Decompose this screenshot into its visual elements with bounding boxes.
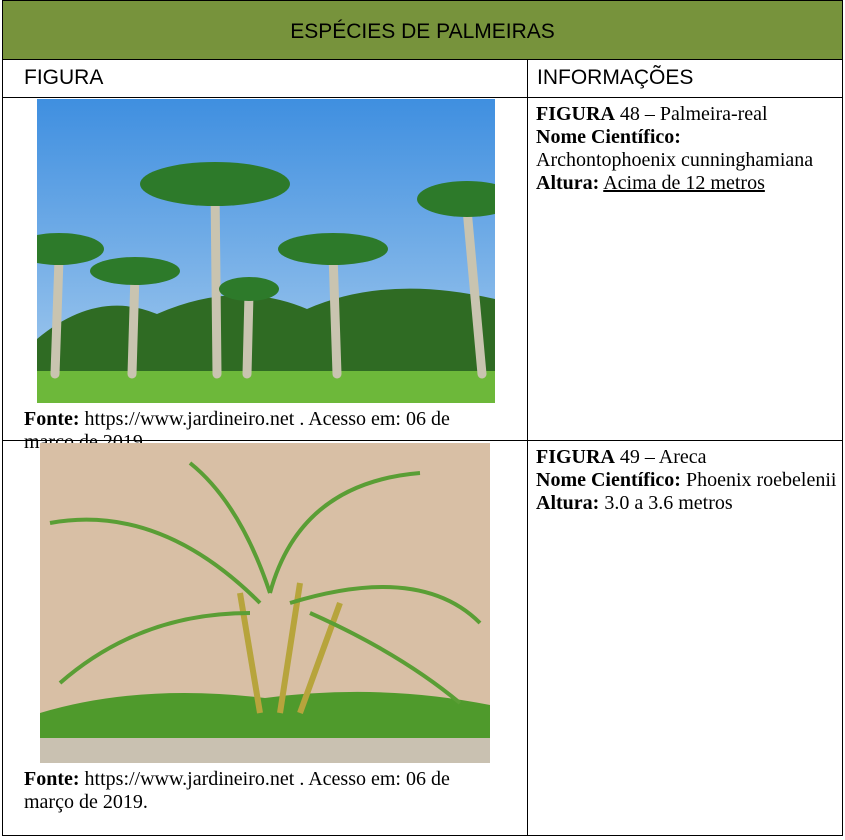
figure-label: FIGURA	[536, 103, 615, 125]
scientific-name: Phoenix roebelenii	[685, 469, 837, 491]
info-cell: FIGURA 49 – Areca Nome Científico: Phoen…	[527, 440, 843, 836]
source-label: Fonte:	[24, 408, 80, 430]
areca-photo	[40, 443, 490, 763]
height-label: Altura:	[536, 172, 600, 194]
palm-photo	[37, 99, 495, 403]
name-label: Nome Científico:	[536, 469, 681, 491]
name-label: Nome Científico:	[536, 126, 681, 148]
scientific-name: Archontophoenix cunninghamiana	[536, 149, 814, 171]
title: ESPÉCIES DE PALMEIRAS	[290, 20, 555, 43]
height-value: 3.0 a 3.6 metros	[604, 492, 733, 514]
column-header: INFORMAÇÕES	[527, 59, 843, 98]
column-label: INFORMAÇÕES	[537, 66, 694, 89]
figure-cell: Fonte: https://www.jardineiro.net . Aces…	[2, 440, 528, 836]
height-label: Altura:	[536, 492, 600, 514]
source-label: Fonte:	[24, 768, 80, 790]
figure-cell: Fonte: https://www.jardineiro.net . Aces…	[2, 97, 528, 453]
source-note: Fonte: https://www.jardineiro.net . Aces…	[24, 768, 504, 814]
figure-text: 48 – Palmeira-real	[619, 103, 768, 125]
column-header: FIGURA	[2, 59, 528, 98]
column-label: FIGURA	[24, 66, 104, 89]
source-text: https://www.jardineiro.net . Acesso em: …	[24, 768, 450, 813]
info-cell: FIGURA 48 – Palmeira-real Nome Científic…	[527, 97, 843, 441]
table-header: ESPÉCIES DE PALMEIRAS	[2, 0, 843, 60]
figure-text: 49 – Areca	[619, 446, 707, 468]
height-value: Acima de 12 metros	[603, 172, 765, 194]
figure-label: FIGURA	[536, 446, 615, 468]
